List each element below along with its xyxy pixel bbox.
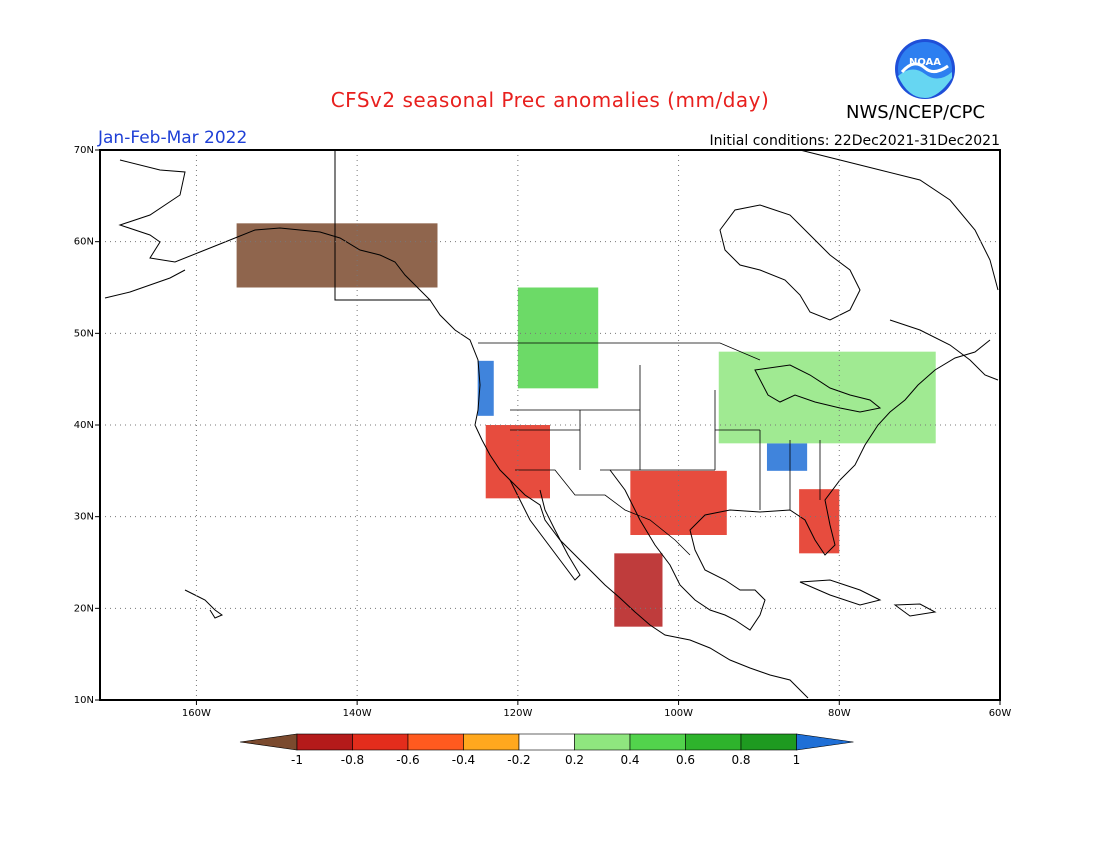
anomaly-region-8	[614, 553, 663, 627]
coastline-pacific	[429, 299, 809, 699]
coastline-hudson-bay	[719, 204, 861, 321]
anomaly-region-5	[799, 489, 840, 554]
anomaly-region-2	[766, 443, 808, 471]
colorbar-label: -0.4	[452, 753, 475, 767]
colorbar: -1 -0.8 -0.6 -0.4 -0.2 0.2 0.4 0.6 0.8 1	[239, 733, 854, 767]
coastline-hawaii	[184, 589, 224, 619]
coastline-hispaniola	[893, 603, 937, 617]
lon-tick-label: 120W	[503, 708, 532, 719]
longitude-labels: 160W 140W 120W 100W 80W 60W	[182, 700, 1011, 719]
border-states-west	[510, 365, 715, 471]
colorbar-label: -0.2	[507, 753, 530, 767]
anomaly-layer	[236, 223, 936, 627]
colorbar-segment	[518, 733, 575, 751]
coastline-aleutians	[104, 269, 186, 299]
colorbar-segment	[740, 733, 797, 751]
colorbar-arrow-low	[239, 733, 298, 751]
colorbar-segment	[407, 733, 464, 751]
lon-tick-label: 100W	[664, 708, 693, 719]
lat-tick-label: 10N	[74, 695, 94, 706]
coastline-labrador	[889, 319, 999, 381]
coastline-great-lakes	[754, 364, 882, 413]
initial-conditions: Initial conditions: 22Dec2021-31Dec2021	[709, 133, 1001, 149]
border-us-mexico	[515, 469, 691, 556]
coastline-baja	[509, 479, 581, 581]
lat-tick-label: 30N	[74, 512, 94, 523]
political-borders	[334, 150, 821, 556]
colorbar-segment	[685, 733, 742, 751]
anomaly-region-1	[517, 287, 599, 389]
colorbar-segment	[352, 733, 409, 751]
colorbar-segment	[629, 733, 686, 751]
coastline-cuba	[799, 579, 882, 606]
anomaly-region-6	[485, 425, 550, 499]
coastline-gulf	[609, 339, 991, 631]
anomaly-region-7	[236, 223, 438, 288]
forecast-period: Jan-Feb-Mar 2022	[98, 128, 248, 148]
colorbar-label: -1	[291, 753, 303, 767]
anomaly-region-4	[630, 470, 727, 535]
lat-tick-label: 50N	[74, 328, 94, 339]
lat-tick-label: 70N	[74, 145, 94, 156]
colorbar-label: 0.6	[676, 753, 695, 767]
anomaly-region-3	[718, 351, 936, 444]
coastline-arctic-islands	[799, 149, 999, 291]
colorbar-segment	[574, 733, 631, 751]
coastline-layer	[104, 149, 999, 699]
border-states-east	[714, 390, 821, 510]
colorbar-segment	[296, 733, 353, 751]
organization-label: NWS/NCEP/CPC	[846, 102, 986, 123]
logo-text: NOAA	[909, 57, 941, 68]
colorbar-label: 0.4	[620, 753, 639, 767]
graticule	[100, 150, 1000, 700]
lat-tick-label: 20N	[74, 603, 94, 614]
colorbar-label: 0.2	[565, 753, 584, 767]
latitude-labels: 70N 60N 50N 40N 30N 20N 10N	[74, 145, 100, 706]
lon-tick-label: 140W	[343, 708, 372, 719]
colorbar-segment	[463, 733, 520, 751]
lon-tick-label: 160W	[182, 708, 211, 719]
map-title: CFSv2 seasonal Prec anomalies (mm/day)	[330, 88, 770, 112]
colorbar-label: 0.8	[731, 753, 750, 767]
colorbar-label: 1	[793, 753, 801, 767]
colorbar-label: -0.8	[341, 753, 364, 767]
lon-tick-label: 60W	[989, 708, 1012, 719]
anomaly-region-0	[477, 360, 494, 416]
border-us-canada	[478, 342, 761, 361]
colorbar-label: -0.6	[396, 753, 419, 767]
lon-tick-label: 80W	[828, 708, 851, 719]
noaa-logo-icon: NOAA	[895, 39, 955, 99]
lat-tick-label: 60N	[74, 237, 94, 248]
map-frame	[99, 149, 1001, 701]
coastline-alaska	[118, 150, 432, 301]
lat-tick-label: 40N	[74, 420, 94, 431]
colorbar-arrow-high	[796, 733, 854, 751]
